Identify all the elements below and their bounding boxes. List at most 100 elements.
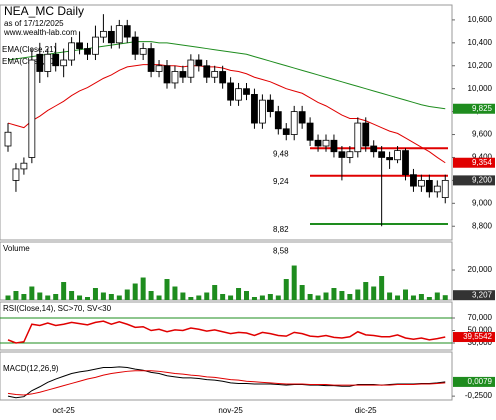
volume-bar xyxy=(196,295,202,300)
candle-body xyxy=(282,128,290,135)
candle-body xyxy=(100,30,107,38)
last-value-box xyxy=(453,157,495,168)
candle-body xyxy=(139,48,147,55)
panel-frame xyxy=(0,241,453,301)
volume-bar xyxy=(251,297,257,300)
candle-body xyxy=(354,122,362,153)
volume-bar xyxy=(283,279,289,300)
panel-frame xyxy=(0,301,453,351)
candle-body xyxy=(298,111,306,124)
candle-body xyxy=(68,42,75,61)
volume-bar xyxy=(331,288,337,300)
candle-body xyxy=(346,151,354,158)
y-tick-label: 9,000 xyxy=(472,198,493,207)
volume-bar xyxy=(172,286,178,300)
source: www.wealth-lab.com xyxy=(3,28,77,37)
candle-body xyxy=(322,139,330,147)
candle-body xyxy=(115,25,123,44)
candle-body xyxy=(425,179,433,193)
candle-body xyxy=(394,150,401,161)
last-value-box xyxy=(453,290,495,301)
volume-bar xyxy=(267,294,273,300)
y-tick-label: 10,200 xyxy=(468,61,493,70)
panel-frame xyxy=(0,4,453,241)
last-value-label: 9,354 xyxy=(472,158,493,167)
volume-bar xyxy=(45,295,51,300)
panel-title: RSI(Close,14), SC>70, SV<30 xyxy=(3,304,112,313)
volume-bar xyxy=(307,294,313,300)
volume-bar xyxy=(69,291,75,300)
last-value-box xyxy=(453,175,495,186)
candle-body xyxy=(179,71,187,78)
x-tick-label: nov-25 xyxy=(218,406,243,415)
volume-bar xyxy=(100,292,106,300)
macd-line xyxy=(7,370,446,396)
candle-body xyxy=(36,53,44,72)
volume-bar xyxy=(355,289,361,300)
volume-bar xyxy=(323,292,329,300)
candle-body xyxy=(330,139,338,153)
y-tick-label: 9,400 xyxy=(472,153,493,162)
macd-line xyxy=(7,366,446,399)
panel-frame xyxy=(0,351,453,401)
candle-body xyxy=(12,168,20,181)
candle-body xyxy=(4,131,12,147)
y-tick-label: 10,400 xyxy=(468,38,493,47)
candle-body xyxy=(44,53,52,72)
y-tick-label: 30,000 xyxy=(468,338,493,347)
volume-bar xyxy=(418,294,424,300)
candle-body xyxy=(211,71,219,78)
last-value-box xyxy=(453,103,495,114)
ema-line xyxy=(7,64,446,164)
candle-body xyxy=(60,59,68,67)
rsi-line xyxy=(7,320,446,344)
volume-bar xyxy=(339,291,345,300)
y-tick-label: 9,600 xyxy=(472,130,493,139)
candle-body xyxy=(84,48,91,55)
volume-bar xyxy=(347,294,353,300)
last-value-box xyxy=(453,376,495,387)
candle-body xyxy=(338,151,346,158)
volume-bar xyxy=(379,276,385,300)
level-label: 9,48 xyxy=(273,149,289,158)
candle-body xyxy=(402,150,409,176)
y-tick-label: 10,600 xyxy=(468,15,493,24)
volume-bar xyxy=(315,295,321,300)
volume-bar xyxy=(299,285,305,300)
volume-bar xyxy=(13,291,19,300)
panel-title: Volume xyxy=(3,244,30,253)
volume-bar xyxy=(434,292,440,300)
volume-bar xyxy=(108,294,114,300)
candle-body xyxy=(227,82,235,101)
last-value-label: 9,825 xyxy=(472,104,493,113)
candle-body xyxy=(410,174,417,187)
volume-bar xyxy=(124,289,130,300)
panel-title: MACD(12,26,9) xyxy=(3,364,59,373)
last-value-box xyxy=(453,332,495,343)
candle-body xyxy=(290,111,298,135)
volume-bar xyxy=(85,297,90,300)
candle-body xyxy=(306,122,314,141)
volume-bar xyxy=(156,295,162,300)
candle-body xyxy=(107,30,115,44)
candle-body xyxy=(92,36,99,55)
volume-bar xyxy=(395,295,401,300)
x-tick-label: oct-25 xyxy=(53,406,76,415)
volume-bar xyxy=(204,292,210,300)
candle-body xyxy=(362,122,370,147)
volume-bar xyxy=(61,282,67,300)
volume-bar xyxy=(188,297,194,300)
candle-body xyxy=(235,88,242,101)
candle-body xyxy=(155,65,163,72)
y-tick-label: 50,000 xyxy=(468,326,493,335)
candle-body xyxy=(370,145,378,153)
volume-bar xyxy=(116,295,122,300)
level-label: 8,82 xyxy=(273,225,289,234)
volume-bar xyxy=(148,291,154,300)
candle-body xyxy=(20,162,28,170)
candle-body xyxy=(378,151,386,158)
volume-bar xyxy=(236,288,242,300)
volume-bar xyxy=(371,286,377,300)
